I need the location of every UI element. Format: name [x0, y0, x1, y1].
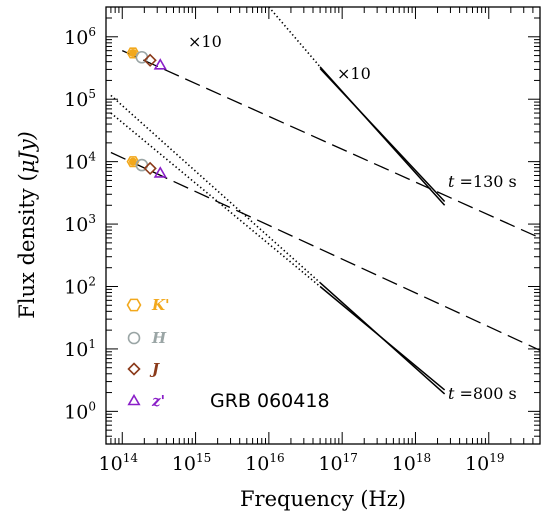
grb-label: GRB 060418 — [210, 390, 330, 412]
annotation-times10-optical: ×10 — [188, 32, 222, 51]
annotation-t130-rest: =130 s — [454, 172, 516, 191]
x-tick-base: 10 — [465, 453, 489, 475]
data-point-diamond — [143, 53, 157, 67]
legend-item-zprime: z' — [127, 392, 165, 410]
data-points — [126, 47, 167, 178]
legend-label-kprime: K' — [151, 296, 170, 314]
y-axis-title-main: Flux density ( — [15, 173, 39, 318]
legend-label-zprime: z' — [151, 392, 165, 410]
legend-item-h: H — [127, 329, 167, 347]
x-tick-exp: 15 — [196, 451, 211, 465]
y-tick-label: 100 — [64, 399, 96, 423]
x-tick-base: 10 — [172, 453, 196, 475]
y-tick-base: 10 — [64, 152, 88, 174]
data-point-fill — [128, 48, 137, 57]
x-tick-base: 10 — [245, 453, 269, 475]
y-tick-label: 103 — [64, 212, 96, 236]
y-tick-base: 10 — [64, 214, 88, 236]
legend-item-j: J — [127, 360, 160, 378]
y-tick-exp: 1 — [88, 337, 96, 351]
annotation-t800-rest: =800 s — [454, 384, 516, 403]
y-tick-label: 104 — [64, 150, 96, 174]
y-tick-exp: 6 — [88, 25, 96, 39]
x-tick-label: 1016 — [245, 451, 284, 475]
x-tick-label: 1014 — [99, 451, 139, 475]
x-tick-label: 1019 — [465, 451, 504, 475]
annotation-times10-xray: ×10 — [337, 64, 371, 83]
dashed-model-line — [121, 50, 540, 239]
dotted-model-line — [268, 7, 321, 68]
y-tick-exp: 3 — [88, 212, 96, 226]
annotation-t130-t: t — [448, 172, 455, 191]
axis-ticks — [105, 6, 541, 445]
y-tick-exp: 0 — [88, 399, 96, 413]
legend-label-h: H — [151, 329, 167, 347]
legend-marker-triangle-icon — [127, 393, 141, 406]
y-tick-base: 10 — [64, 89, 88, 111]
y-tick-exp: 5 — [88, 87, 96, 101]
xray-spectrum-line — [319, 68, 446, 203]
annotation-t800-t: t — [448, 384, 455, 403]
y-tick-exp: 4 — [88, 150, 96, 164]
annotation-t130: t =130 s — [448, 172, 517, 191]
x-tick-base: 10 — [392, 453, 416, 475]
model-lines — [110, 7, 540, 351]
x-tick-exp: 19 — [489, 451, 504, 465]
x-tick-exp: 16 — [269, 451, 284, 465]
dashed-model-line — [110, 151, 540, 351]
y-tick-base: 10 — [64, 339, 88, 361]
x-tick-labels: 1014 1015 1016 1017 1018 1019 — [99, 451, 505, 475]
y-tick-exp: 2 — [88, 275, 96, 289]
legend-marker-circle-icon — [127, 331, 141, 345]
data-point-fill — [128, 157, 137, 166]
annotation-t800: t =800 s — [448, 384, 517, 403]
x-tick-base: 10 — [99, 453, 123, 475]
y-tick-base: 10 — [64, 27, 88, 49]
legend-item-kprime: K' — [126, 296, 170, 314]
y-tick-base: 10 — [64, 401, 88, 423]
dotted-model-line — [110, 112, 321, 288]
plot-frame — [105, 6, 541, 445]
y-tick-label: 102 — [64, 275, 96, 299]
y-tick-base: 10 — [64, 277, 88, 299]
x-tick-label: 1017 — [318, 451, 357, 475]
data-point-triangle — [153, 166, 167, 178]
data-point-diamond — [143, 161, 157, 176]
y-axis-title-unit: μJy) — [15, 131, 39, 173]
y-axis-title: Flux density (μJy) — [15, 131, 39, 319]
x-tick-exp: 14 — [123, 451, 139, 465]
data-point-triangle — [153, 58, 167, 70]
y-tick-label: 101 — [64, 337, 96, 361]
x-axis-title: Frequency (Hz) — [240, 487, 406, 511]
dotted-model-line — [110, 94, 321, 284]
legend: K' H J z' — [126, 296, 170, 410]
x-tick-label: 1015 — [172, 451, 211, 475]
xray-spectrum-line — [319, 285, 446, 391]
xray-segments — [319, 66, 446, 395]
x-tick-base: 10 — [318, 453, 342, 475]
legend-label-j: J — [149, 360, 160, 378]
x-tick-exp: 18 — [416, 451, 431, 465]
y-tick-label: 106 — [64, 25, 96, 49]
x-tick-exp: 17 — [343, 451, 358, 465]
legend-marker-diamond-icon — [127, 362, 141, 376]
y-tick-label: 105 — [64, 87, 96, 111]
x-tick-label: 1018 — [392, 451, 431, 475]
legend-marker-hexagon-icon — [126, 298, 142, 312]
